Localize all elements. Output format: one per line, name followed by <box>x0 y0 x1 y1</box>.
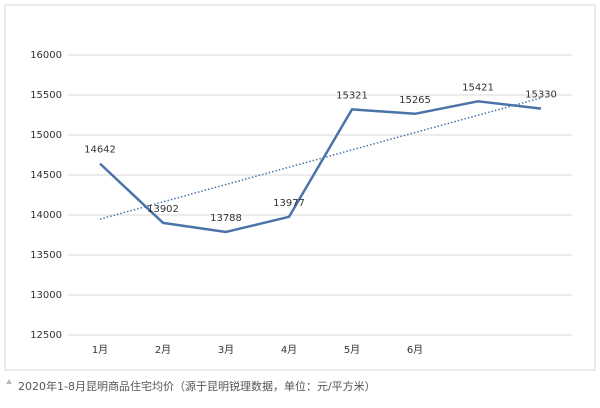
data-label: 13902 <box>147 204 179 215</box>
x-tick-label: 5月 <box>344 344 360 356</box>
y-tick-label: 14500 <box>30 170 62 181</box>
data-label: 15330 <box>525 90 557 101</box>
data-label: 13977 <box>273 198 305 209</box>
y-tick-label: 16000 <box>30 50 62 61</box>
caption: 2020年1-8月昆明商品住宅均价（源于昆明锐理数据，单位：元/平方米） <box>18 379 376 393</box>
y-tick-label: 13000 <box>30 290 62 301</box>
x-tick-label: 4月 <box>281 344 297 356</box>
chart-frame <box>4 4 596 371</box>
x-tick-label: 2月 <box>155 344 171 356</box>
y-tick-label: 12500 <box>30 330 62 341</box>
y-tick-label: 15000 <box>30 130 62 141</box>
data-label: 15421 <box>462 82 494 93</box>
series-line <box>99 100 542 234</box>
y-tick-label: 13500 <box>30 250 62 261</box>
x-tick-label: 1月 <box>92 344 108 356</box>
caption-icon <box>6 379 12 384</box>
trendline <box>99 97 542 220</box>
x-tick-label: 6月 <box>407 344 423 356</box>
data-label: 15321 <box>336 90 368 101</box>
data-label: 14642 <box>84 145 116 156</box>
data-label: 15265 <box>399 95 431 106</box>
y-tick-label: 15500 <box>30 90 62 101</box>
y-tick-label: 14000 <box>30 210 62 221</box>
data-label: 13788 <box>210 213 242 224</box>
x-tick-label: 3月 <box>218 344 234 356</box>
